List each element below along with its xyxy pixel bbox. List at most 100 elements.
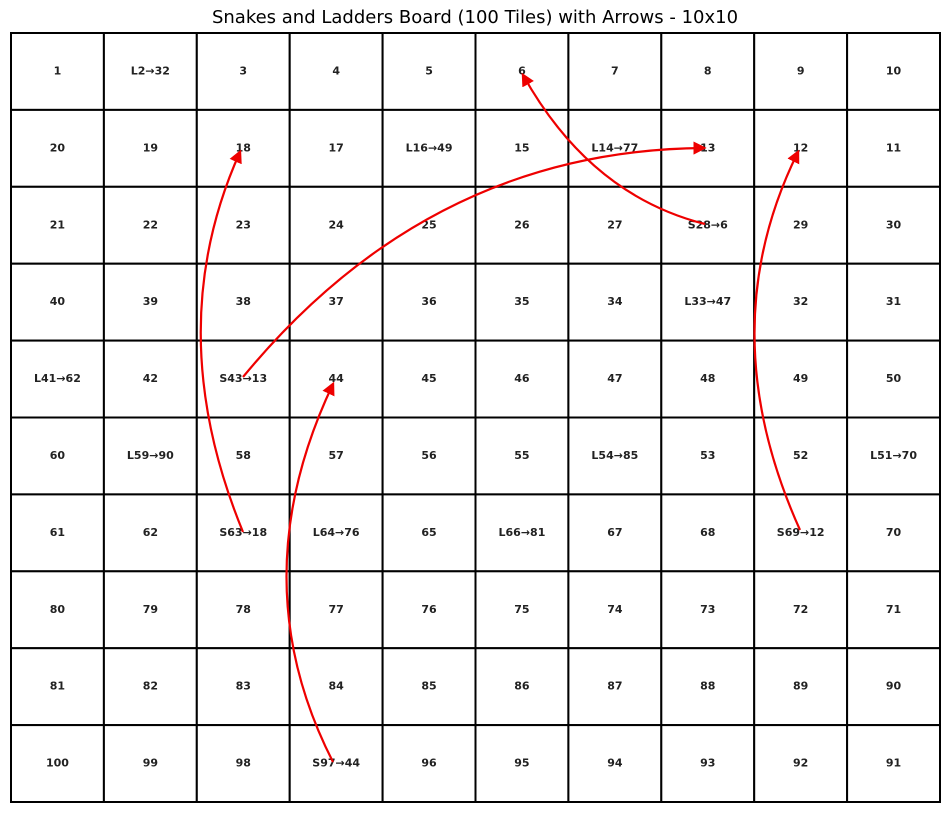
tile-label: 23 (236, 218, 251, 231)
tile (195, 724, 291, 803)
tile-label: 52 (793, 449, 808, 462)
tile-label: 89 (793, 680, 808, 693)
tile (660, 185, 756, 265)
tile-label: 30 (886, 218, 902, 231)
tile (660, 647, 756, 727)
tile (102, 493, 198, 573)
tile-label: 95 (514, 757, 529, 770)
tile (102, 416, 198, 496)
tile (102, 647, 198, 727)
tile-label: 71 (886, 603, 901, 616)
tile-label: L33→47 (684, 295, 731, 308)
tile-label: 1 (54, 64, 62, 77)
tile-label: 57 (328, 449, 343, 462)
tile (567, 108, 663, 188)
tile (288, 647, 384, 727)
tile-label: 31 (886, 295, 901, 308)
tile-label: 27 (607, 218, 622, 231)
tile (195, 647, 291, 727)
tile-label: 5 (425, 64, 433, 77)
tile (660, 570, 756, 650)
tile-label: 11 (886, 141, 901, 154)
tile (753, 32, 849, 111)
tile (195, 108, 291, 188)
tile (474, 32, 570, 111)
tile-label: L16→49 (406, 141, 453, 154)
tile (102, 262, 198, 342)
tile-label: 50 (886, 372, 902, 385)
tile (10, 570, 105, 650)
tile (846, 416, 941, 496)
tile-label: 15 (514, 141, 529, 154)
tile-label: L2→32 (131, 64, 170, 77)
tile (10, 32, 105, 111)
tile-label: 17 (328, 141, 343, 154)
tile (288, 262, 384, 342)
tile-label: 96 (421, 757, 437, 770)
tile-label: S97→44 (312, 757, 360, 770)
arrows (199, 72, 802, 763)
arrow (521, 72, 706, 226)
tile (567, 724, 663, 803)
tile (474, 262, 570, 342)
tile-label: 9 (797, 64, 805, 77)
tile-label: 18 (236, 141, 251, 154)
tile (288, 185, 384, 265)
arrow (199, 149, 245, 533)
tile-label: 79 (143, 603, 158, 616)
tile-label: 8 (704, 64, 712, 77)
tile (846, 108, 941, 188)
tile (660, 416, 756, 496)
tile-label: L41→62 (34, 372, 81, 385)
tile-label: 6 (518, 64, 526, 77)
tile-label: 38 (236, 295, 251, 308)
tile-label: 82 (143, 680, 158, 693)
tile-label: 83 (236, 680, 251, 693)
tile-label: 37 (328, 295, 343, 308)
tile-label: 78 (236, 603, 251, 616)
tile-label: 90 (886, 680, 902, 693)
tile (102, 339, 198, 419)
tile-label: 86 (514, 680, 530, 693)
arrow (285, 381, 335, 763)
tile-label: 72 (793, 603, 808, 616)
tile-label: 73 (700, 603, 715, 616)
tile-label: 67 (607, 526, 622, 539)
tile-label: 55 (514, 449, 529, 462)
tile-label: L64→76 (313, 526, 360, 539)
tile (567, 339, 663, 419)
tile-label: 35 (514, 295, 529, 308)
tile-label: 75 (514, 603, 529, 616)
tile-label: 58 (236, 449, 251, 462)
tile (567, 493, 663, 573)
tile (474, 185, 570, 265)
tile-label: L59→90 (127, 449, 174, 462)
tile (567, 570, 663, 650)
tile (288, 493, 384, 573)
title: Snakes and Ladders Board (100 Tiles) wit… (212, 7, 738, 28)
tile (567, 185, 663, 265)
tile-label: 20 (50, 141, 66, 154)
tile (753, 416, 849, 496)
tile-label: 44 (328, 372, 344, 385)
tile-label: 7 (611, 64, 619, 77)
tile-label: S63→18 (219, 526, 267, 539)
tile-label: 68 (700, 526, 715, 539)
tile-label: 77 (328, 603, 343, 616)
tile (753, 570, 849, 650)
tile (846, 724, 941, 803)
tile-label: 49 (793, 372, 808, 385)
tile-label: 19 (143, 141, 158, 154)
tile-label: 62 (143, 526, 158, 539)
tile (381, 339, 477, 419)
tile-label: 88 (700, 680, 715, 693)
tile-label: 98 (236, 757, 251, 770)
tile-label: 47 (607, 372, 622, 385)
tile (474, 416, 570, 496)
tile-label: 94 (607, 757, 623, 770)
tile (381, 493, 477, 573)
tile-label: L66→81 (499, 526, 546, 539)
tile (660, 493, 756, 573)
arrow (753, 149, 802, 531)
